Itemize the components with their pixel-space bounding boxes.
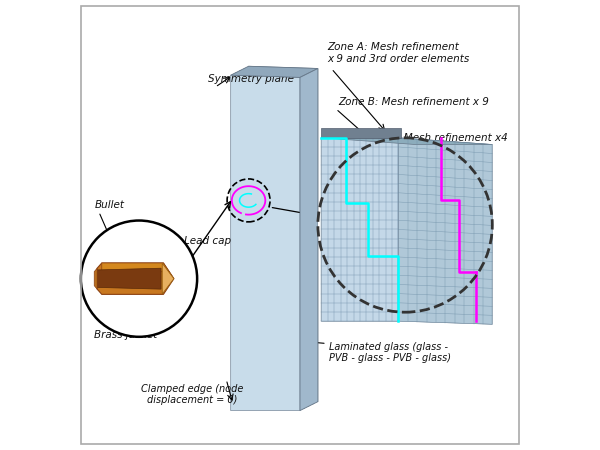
Polygon shape: [97, 263, 174, 294]
Polygon shape: [97, 268, 161, 289]
Text: Zone C: Mesh refinement x4: Zone C: Mesh refinement x4: [361, 133, 508, 143]
Text: Brass jacket: Brass jacket: [94, 329, 158, 340]
Text: Lead cap: Lead cap: [184, 236, 231, 246]
Polygon shape: [230, 75, 300, 410]
Polygon shape: [162, 263, 174, 294]
Text: Clamped edge (node
displacement = 0): Clamped edge (node displacement = 0): [142, 384, 244, 405]
Circle shape: [318, 138, 493, 312]
Text: Steel core: Steel core: [115, 276, 167, 286]
Polygon shape: [322, 128, 401, 138]
Polygon shape: [235, 73, 304, 408]
Text: Bullet: Bullet: [94, 200, 124, 210]
Polygon shape: [244, 68, 313, 404]
Text: Zone A: Mesh refinement
x 9 and 3rd order elements: Zone A: Mesh refinement x 9 and 3rd orde…: [327, 42, 469, 63]
Polygon shape: [239, 71, 309, 406]
Polygon shape: [322, 138, 493, 144]
Text: Symmetry plane: Symmetry plane: [208, 74, 295, 84]
Polygon shape: [300, 68, 318, 410]
Polygon shape: [94, 268, 97, 289]
Text: Laminated glass (glass -
PVB - glass - PVB - glass): Laminated glass (glass - PVB - glass - P…: [329, 342, 451, 363]
Text: Zone B: Mesh refinement x 9: Zone B: Mesh refinement x 9: [338, 97, 489, 107]
Polygon shape: [248, 66, 318, 402]
Polygon shape: [230, 66, 318, 77]
Polygon shape: [102, 263, 174, 279]
Polygon shape: [322, 138, 398, 321]
Circle shape: [81, 220, 197, 337]
Polygon shape: [398, 138, 493, 324]
